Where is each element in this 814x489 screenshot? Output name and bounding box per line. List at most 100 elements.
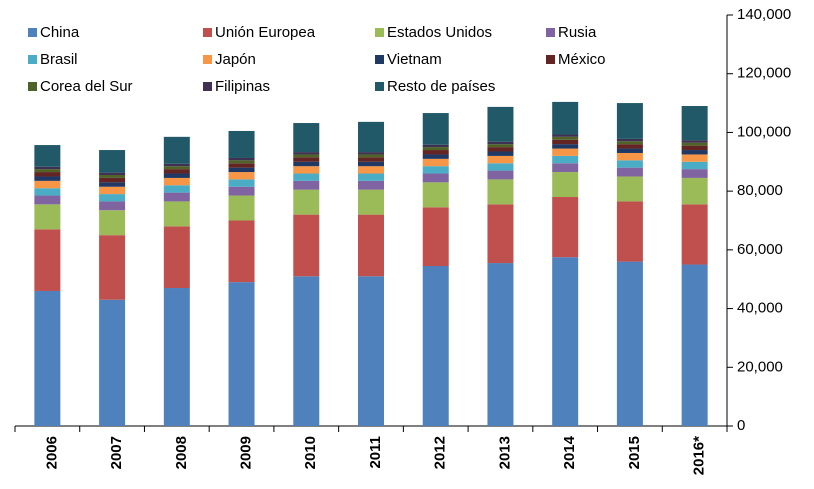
bar-segment (487, 147, 514, 152)
bar-segment (487, 263, 514, 426)
bar-segment (422, 207, 449, 267)
y-tick-label: 100,000 (737, 123, 791, 140)
bar-segment (616, 176, 643, 202)
bar-segment (358, 276, 384, 426)
bar-segment (358, 121, 384, 153)
bar-segment (163, 173, 190, 178)
bar-segment (228, 195, 255, 221)
bar-segment (487, 151, 514, 156)
x-tick-label: 2016* (691, 436, 708, 475)
bar-segment (681, 169, 708, 178)
x-tick-label: 2013 (496, 436, 513, 469)
bar-segment (293, 180, 320, 190)
bar-segment (487, 204, 514, 264)
x-tick-label: 2007 (108, 436, 125, 469)
bar-segment (99, 186, 126, 195)
y-tick-label: 80,000 (737, 182, 783, 199)
legend-label: Corea del Sur (40, 78, 133, 95)
bar-segment (487, 141, 514, 145)
bar-segment (293, 123, 320, 153)
bar-segment (228, 179, 255, 187)
bar-segment (99, 172, 126, 175)
x-tick-label: 2008 (173, 436, 190, 469)
bar-segment (616, 138, 643, 142)
bar-segment (616, 103, 643, 139)
bar-segment (293, 161, 320, 167)
legend-swatch (546, 28, 555, 37)
bar-segment (552, 144, 579, 149)
bar-segment (163, 166, 190, 170)
bar-segment (358, 154, 384, 158)
x-tick-label: 2012 (432, 436, 449, 469)
x-tick-label: 2006 (43, 436, 60, 469)
bar-segment (228, 130, 255, 158)
bar-segment (487, 144, 514, 148)
bar-segment (681, 145, 708, 151)
legend-swatch (28, 82, 37, 91)
bar-segment (681, 177, 708, 205)
bar-segment (99, 177, 126, 183)
bar-segment (616, 144, 643, 149)
bar-segment (358, 166, 384, 174)
bar-segment (293, 173, 320, 181)
bar-segment (616, 261, 643, 426)
y-tick-label: 40,000 (737, 300, 783, 317)
bar-segment (616, 152, 643, 161)
bar-segment (99, 201, 126, 211)
bar-segment (293, 214, 320, 277)
bar-segment (228, 163, 255, 168)
bar-segment (487, 163, 514, 171)
bar-segment (163, 192, 190, 202)
bar-segment (163, 169, 190, 174)
bar-segment (681, 140, 708, 143)
bar-segment (293, 189, 320, 215)
legend-label: Brasil (40, 51, 78, 68)
bar-segment (422, 166, 449, 174)
y-tick-label: 140,000 (737, 6, 791, 23)
bar-segment (487, 155, 514, 164)
bar-segment (552, 134, 579, 137)
bar-segment (34, 176, 61, 181)
legend-label: Estados Unidos (387, 24, 492, 41)
bar-segment (293, 166, 320, 174)
legend-swatch (546, 55, 555, 64)
bar-segment (163, 288, 190, 426)
bar-segment (358, 180, 384, 190)
bar-segment (34, 204, 61, 230)
bar-segment (552, 101, 579, 135)
bar-segment (616, 148, 643, 153)
bar-segment (34, 195, 61, 205)
bar-segment (34, 180, 61, 189)
bar-segment (163, 226, 190, 289)
legend-swatch (375, 28, 384, 37)
bar-segment (99, 194, 126, 202)
bar-segment (358, 173, 384, 181)
bar-segment (552, 139, 579, 145)
bar-segment (422, 144, 449, 148)
bar-segment (163, 185, 190, 193)
bar-segment (487, 170, 514, 180)
bar-segment (358, 189, 384, 215)
bar-segment (681, 204, 708, 265)
bar-segment (358, 157, 384, 162)
bar-segment (422, 154, 449, 159)
bar-segment (34, 169, 61, 173)
x-tick-label: 2009 (238, 436, 255, 469)
bar-segment (34, 172, 61, 177)
bar-segment (34, 188, 61, 196)
legend-label: Resto de países (387, 78, 495, 95)
bar-segment (99, 210, 126, 236)
bar-segment (228, 157, 255, 161)
bar-segment (422, 182, 449, 208)
bar-segment (422, 147, 449, 151)
bar-segment (552, 155, 579, 164)
bar-segment (681, 161, 708, 170)
legend-swatch (203, 55, 212, 64)
bar-segment (293, 276, 320, 426)
bar-segment (358, 161, 384, 167)
bar-segment (228, 167, 255, 173)
x-tick-label: 2014 (561, 435, 578, 469)
bar-segment (228, 220, 255, 283)
bar-segment (681, 154, 708, 162)
bar-segment (293, 157, 320, 162)
